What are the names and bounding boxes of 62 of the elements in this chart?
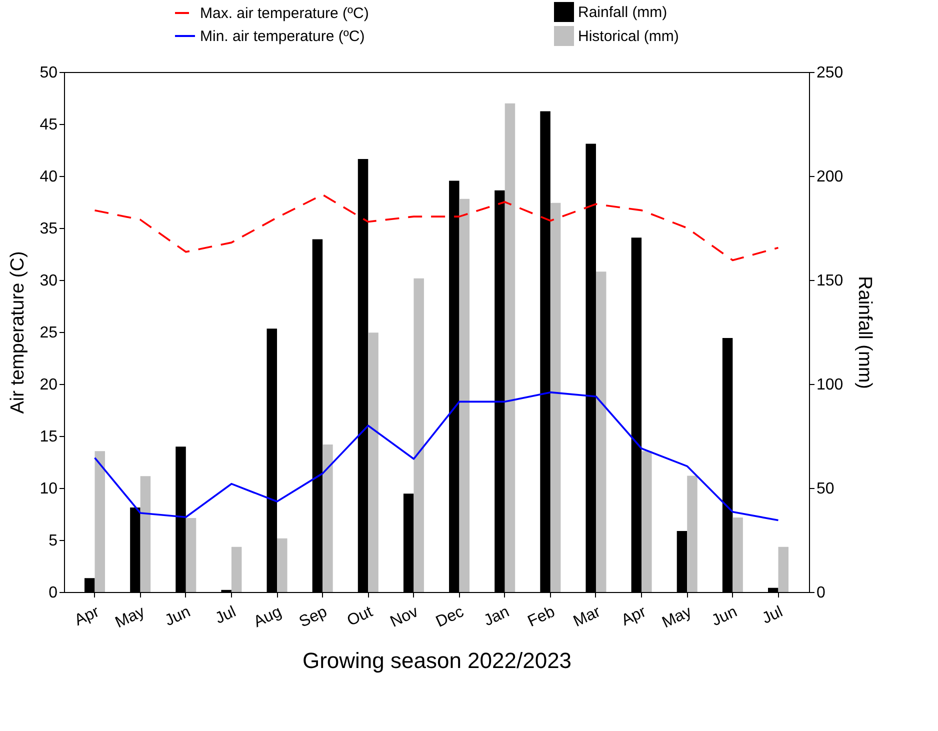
x-tick-label: Out: [344, 603, 376, 630]
y2-tick-label: 150: [816, 272, 844, 290]
bar: [322, 444, 333, 592]
legend-label: Rainfall (mm): [578, 4, 668, 21]
x-tick-label: Jan: [481, 604, 512, 630]
bar: [778, 546, 788, 592]
legend-label: Historical (mm): [578, 28, 679, 45]
bar: [642, 451, 652, 592]
y2-axis-title: Rainfall (mm): [854, 276, 876, 389]
y-tick-label: 15: [40, 428, 58, 446]
x-tick-label: Feb: [525, 603, 558, 631]
x-tick-label: Jul: [760, 604, 786, 628]
y-tick-label: 35: [40, 220, 58, 238]
line-series: [94, 194, 780, 262]
x-tick-label: Nov: [388, 604, 421, 631]
bar: [358, 158, 368, 592]
x-tick-label: Dec: [433, 604, 466, 631]
bar: [676, 531, 688, 592]
x-axis-title: Growing season 2022/2023: [302, 648, 572, 673]
y-tick-label: 30: [40, 272, 58, 290]
bar: [94, 451, 106, 592]
y2-tick-label: 200: [816, 168, 844, 186]
x-tick-label: Aug: [251, 604, 284, 631]
x-tick-label: May: [660, 604, 694, 632]
bar: [414, 278, 424, 592]
y-tick-label: 50: [40, 64, 58, 82]
y2-tick-label: 250: [816, 64, 844, 82]
bar: [732, 518, 743, 592]
bar: [768, 588, 778, 592]
x-tick-label: Apr: [72, 603, 103, 630]
y-tick-label: 10: [40, 480, 58, 498]
bar: [266, 328, 278, 592]
x-tick-label: Jun: [709, 604, 740, 630]
x-tick-label: Jul: [212, 604, 239, 628]
y2-tick-label: 0: [816, 584, 826, 602]
bar: [368, 332, 378, 592]
y2-tick-label: 100: [816, 376, 844, 394]
bar: [550, 202, 561, 592]
y2-tick-label: 50: [816, 480, 834, 498]
y-tick-label: 0: [48, 584, 58, 602]
bar: [277, 538, 288, 592]
y-tick-label: 5: [48, 532, 58, 550]
line-series: [94, 391, 780, 522]
y-tick-label: 20: [40, 376, 58, 394]
y-axis-title: Air temperature (C): [8, 251, 29, 414]
y-tick-label: 25: [40, 324, 58, 342]
y-tick-label: 40: [40, 168, 58, 186]
x-tick-label: May: [112, 604, 148, 632]
x-tick-label: Apr: [618, 603, 650, 630]
bar: [186, 518, 196, 592]
y-tick-label: 45: [40, 116, 58, 134]
bar: [459, 198, 470, 592]
bar: [596, 272, 606, 592]
bar: [687, 476, 698, 592]
x-tick-label: Jun: [162, 604, 194, 630]
x-tick-label: Mar: [571, 603, 604, 631]
x-tick-label: Sep: [296, 603, 330, 631]
bar: [231, 546, 242, 592]
bar: [504, 103, 516, 592]
bar: [140, 476, 151, 592]
legend-label: Min. air temperature (ºC): [200, 28, 365, 45]
legend-label: Max. air temperature (ºC): [200, 5, 369, 22]
